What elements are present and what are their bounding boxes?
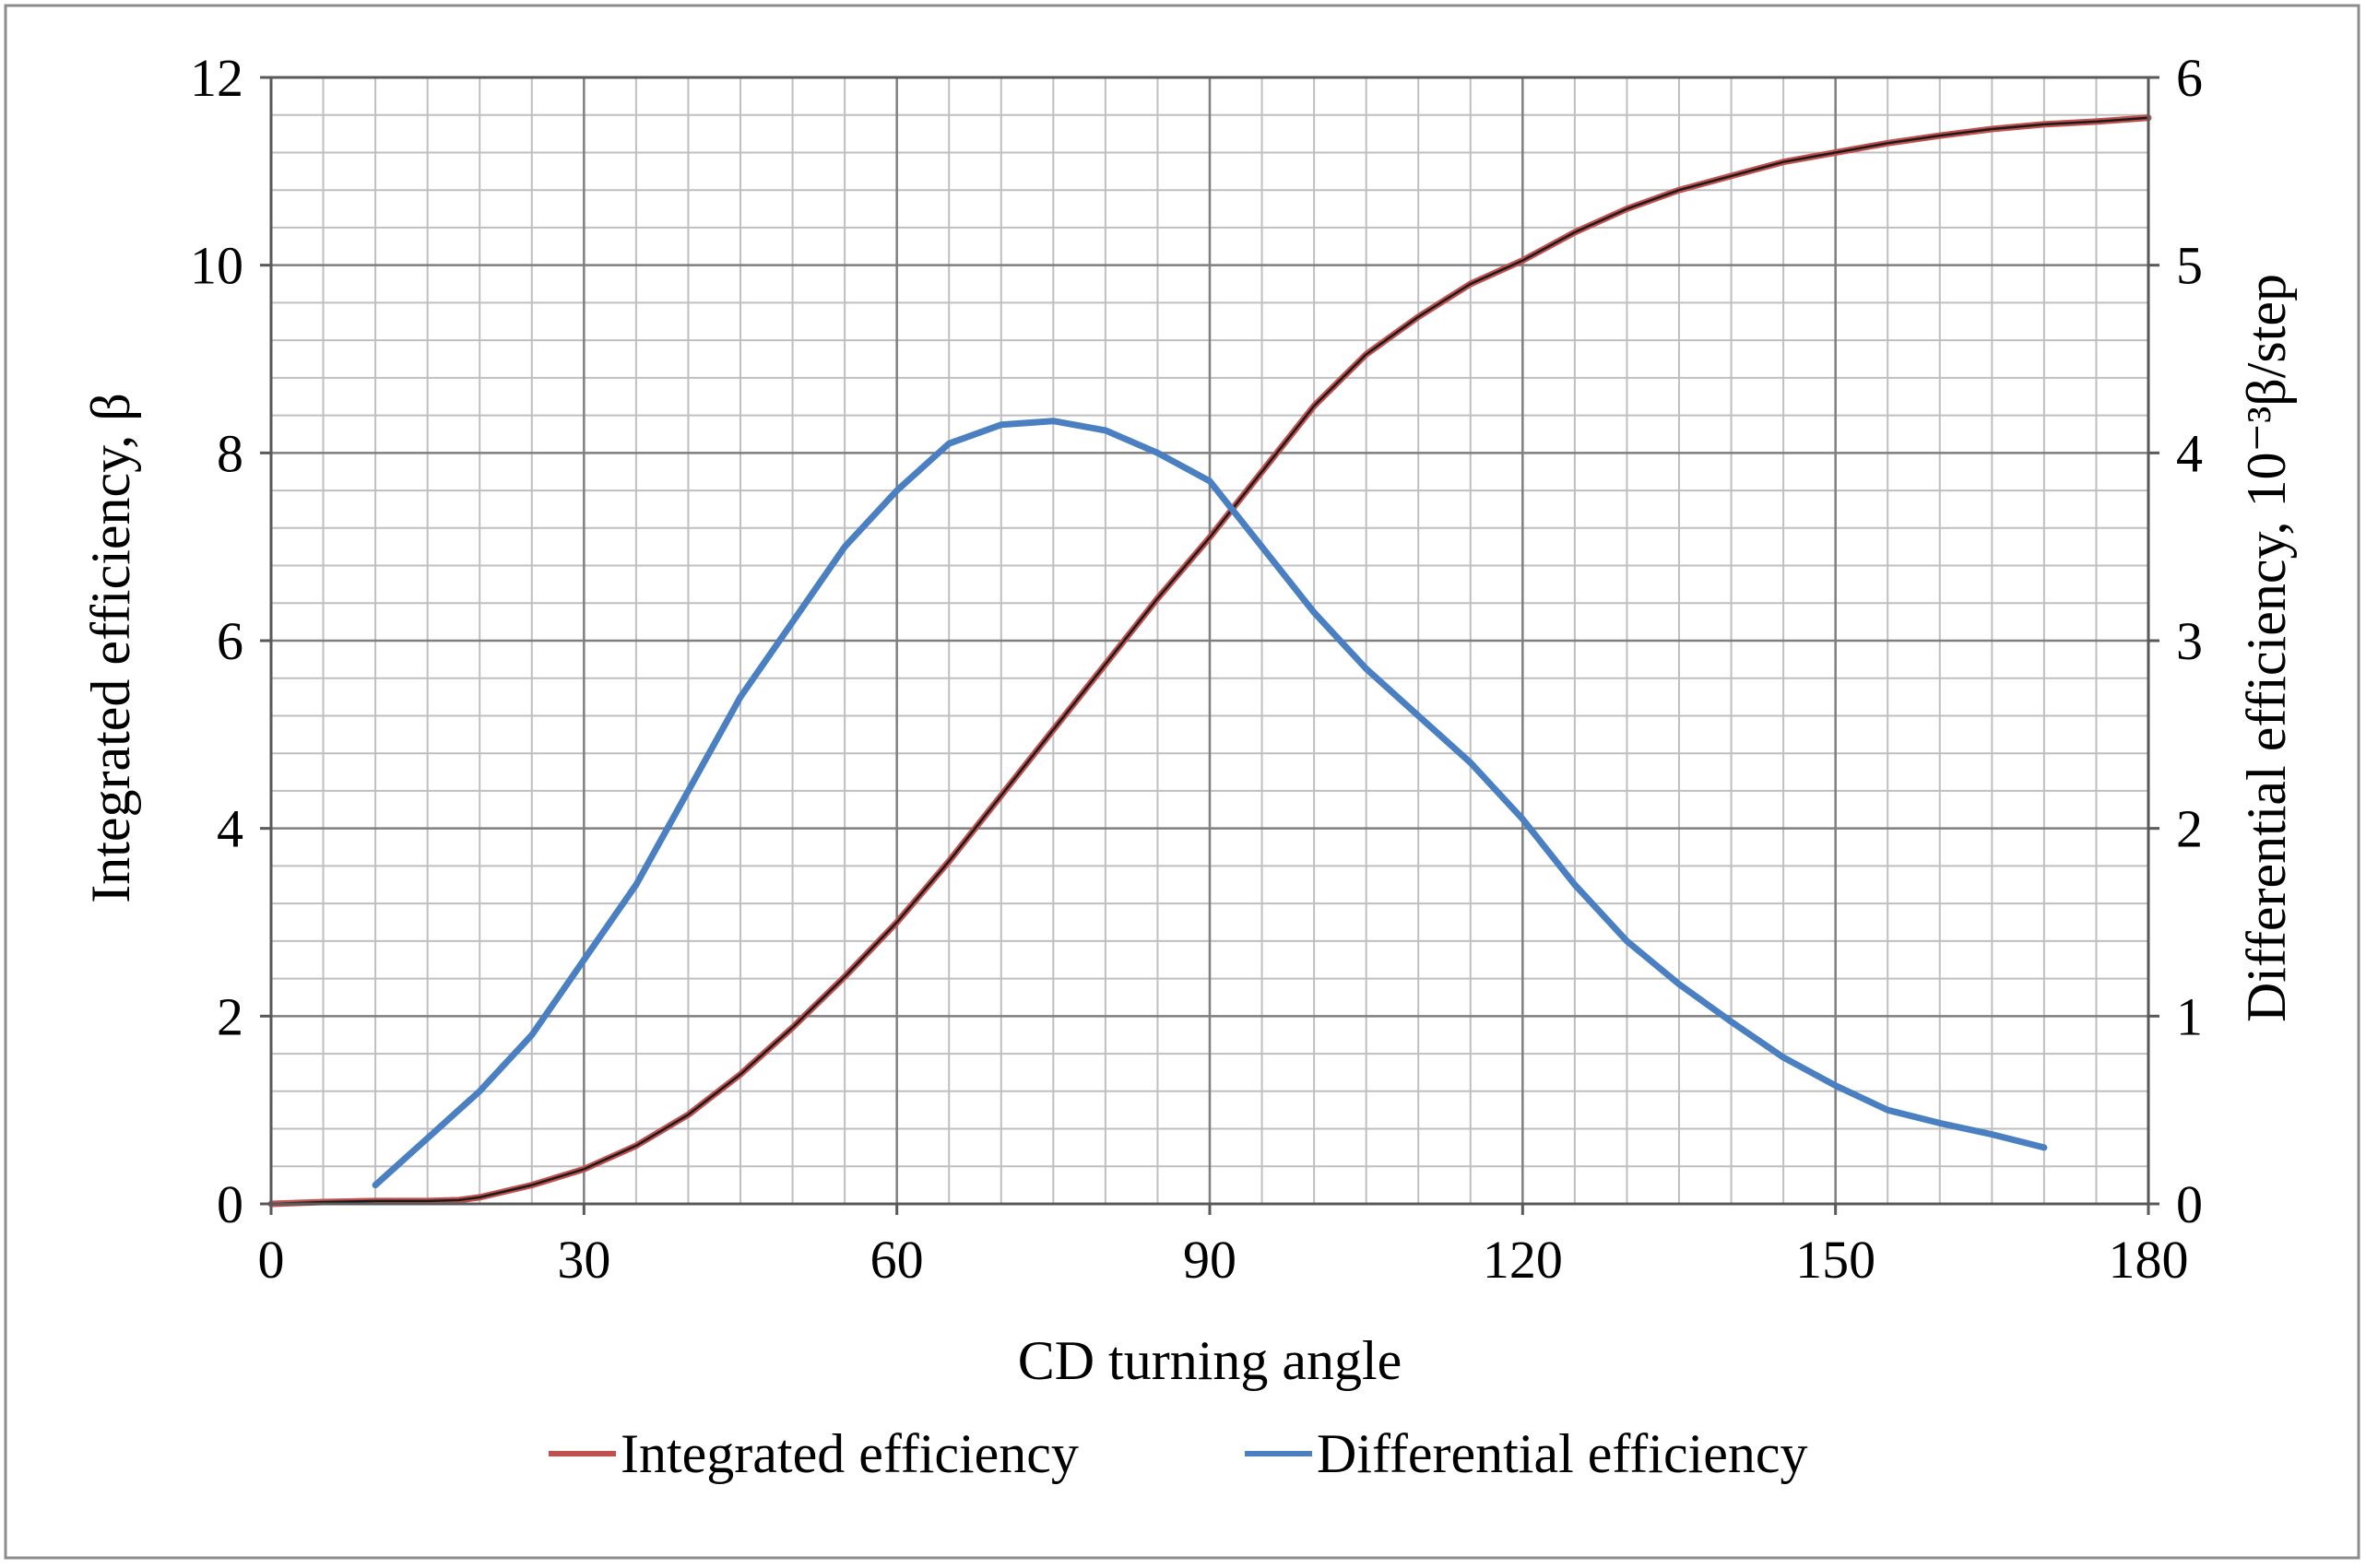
x-tick-label: 0 (258, 1230, 285, 1290)
left-y-axis-title: Integrated efficiency, β (80, 393, 141, 903)
right-y-tick-label: 6 (2176, 48, 2203, 108)
right-y-tick-label: 2 (2176, 799, 2203, 859)
x-tick-label: 30 (557, 1230, 610, 1290)
x-tick-label: 60 (870, 1230, 924, 1290)
x-tick-label: 180 (2109, 1230, 2189, 1290)
series-line-integrated-efficiency-overlay (270, 116, 2149, 1206)
left-y-tick-label: 12 (190, 48, 243, 108)
series-layer (267, 114, 2152, 1208)
right-y-tick-label: 3 (2176, 611, 2203, 671)
right-y-tick-label: 4 (2176, 423, 2203, 483)
legend: Integrated efficiency Differential effic… (549, 1423, 1808, 1484)
left-y-tick-label: 8 (217, 423, 243, 483)
left-y-tick-label: 10 (190, 236, 243, 296)
legend-label-differential-efficiency: Differential efficiency (1317, 1423, 1808, 1484)
left-y-tick-label: 6 (217, 611, 243, 671)
right-y-axis-title: Differential efficiency, 10⁻³β/step (2236, 274, 2297, 1022)
figure-border (4, 4, 2360, 1560)
left-y-tick-label: 4 (217, 799, 243, 859)
left-y-axis-ticks: 0 2 4 6 8 10 12 (190, 48, 271, 1234)
x-tick-label: 90 (1183, 1230, 1236, 1290)
series-line-differential-efficiency (372, 418, 2048, 1189)
x-axis-title: CD turning angle (1018, 1330, 1402, 1391)
legend-label-integrated-efficiency: Integrated efficiency (621, 1423, 1079, 1484)
right-y-tick-label: 5 (2176, 236, 2203, 296)
x-tick-label: 120 (1483, 1230, 1563, 1290)
x-axis-ticks: 0 30 60 90 120 150 180 (258, 1204, 2189, 1290)
right-y-tick-label: 1 (2176, 986, 2203, 1046)
right-y-tick-label: 0 (2176, 1174, 2203, 1234)
right-y-axis-ticks: 0 1 2 3 4 5 6 (2148, 48, 2203, 1234)
left-y-tick-label: 0 (217, 1174, 243, 1234)
x-tick-label: 150 (1795, 1230, 1875, 1290)
left-y-tick-label: 2 (217, 986, 243, 1046)
